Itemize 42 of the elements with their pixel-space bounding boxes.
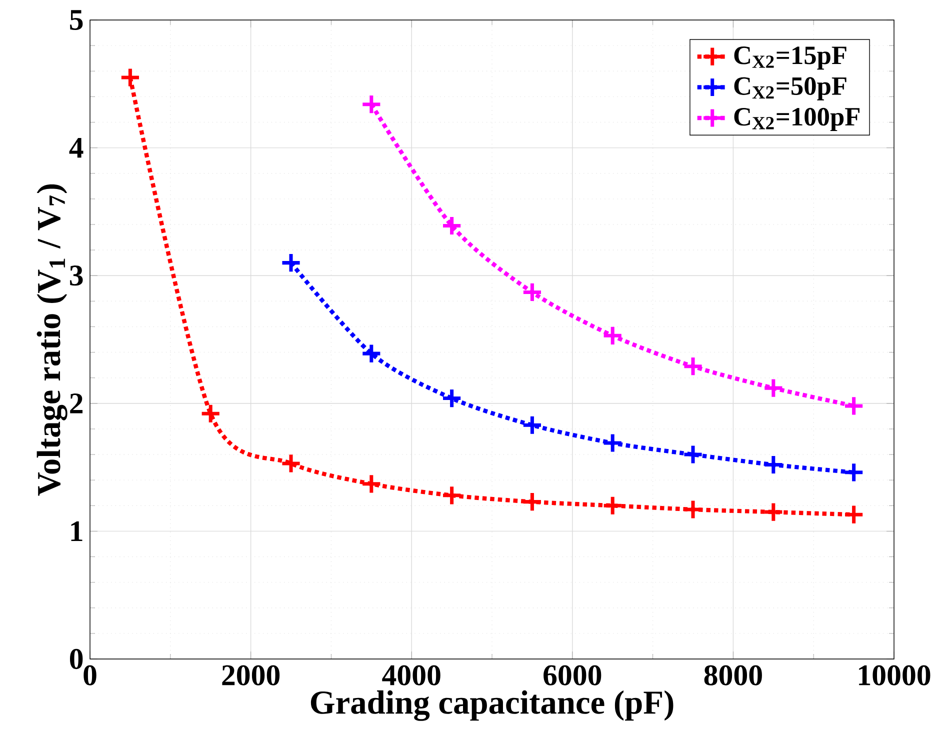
- point: [762, 501, 784, 523]
- y-tick-label: 1: [71, 521, 82, 542]
- point: [843, 462, 864, 483]
- point: [762, 378, 784, 399]
- x-axis-title: Grading capacitance (pF): [310, 690, 674, 721]
- point: [602, 495, 624, 516]
- x-tick-label: 8000: [704, 665, 762, 686]
- x-tick-label: 2000: [222, 665, 280, 686]
- point: [682, 444, 704, 466]
- x-tick-label: 6000: [544, 665, 602, 686]
- legend-label: C$_{X2}$=100pF: [734, 108, 860, 132]
- y-tick-label: 3: [70, 266, 83, 286]
- x-tick-label: 0: [84, 665, 96, 686]
- point: [602, 325, 624, 346]
- y-tick-label: 0: [70, 648, 83, 670]
- y-tick-label: 4: [69, 138, 84, 158]
- point: [360, 343, 382, 364]
- x-tick-label: 4000: [382, 665, 440, 686]
- point: [602, 432, 624, 454]
- point: [522, 282, 543, 303]
- y-axis-title: Voltage ratio (V$_{1}$ / V$_{7}$): [36, 184, 68, 496]
- point: [522, 414, 543, 436]
- point: [280, 452, 302, 474]
- point: [682, 498, 704, 520]
- y-tick-label: 5: [70, 10, 83, 30]
- point: [360, 94, 382, 115]
- point: [682, 356, 704, 377]
- point: [441, 484, 462, 506]
- legend-label: C$_{X2}$=15pF: [734, 46, 846, 70]
- point: [280, 252, 302, 274]
- point: [200, 403, 222, 424]
- point: [441, 215, 462, 236]
- point: [441, 388, 462, 409]
- point: [762, 454, 784, 476]
- point: [360, 473, 382, 494]
- x-tick-label: 10000: [859, 665, 930, 686]
- legend-label: C$_{X2}$=50pF: [734, 77, 846, 100]
- y-tick-label: 2: [70, 394, 82, 414]
- point: [843, 395, 864, 417]
- point: [120, 66, 141, 88]
- point: [522, 491, 543, 512]
- point: [843, 504, 864, 526]
